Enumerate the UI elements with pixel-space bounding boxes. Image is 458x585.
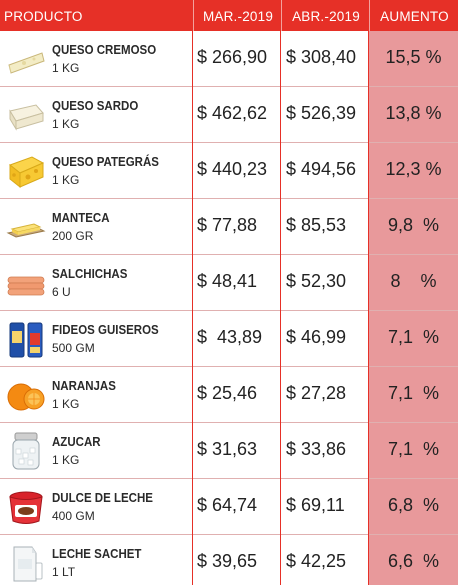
- product-name: QUESO SARDO: [52, 99, 139, 113]
- price-mar: $ 77,88: [197, 215, 258, 235]
- product-unit: 400 GM: [52, 509, 95, 523]
- increase-percent: 15,5 %: [385, 47, 442, 67]
- cheese-wedge-icon: [8, 52, 45, 74]
- product-name: NARANJAS: [52, 379, 116, 393]
- orange-icon: [7, 383, 45, 411]
- row-divider: [0, 142, 458, 143]
- row-divider: [0, 478, 458, 479]
- price-mar: $ 43,89: [197, 327, 263, 347]
- table-row: MANTECA 200 GR $ 77,88 $ 85,53 9,8 %: [0, 199, 458, 255]
- product-name: QUESO PATEGRÁS: [52, 155, 159, 169]
- increase-percent: 12,3 %: [385, 159, 442, 179]
- sausage-icon: [7, 276, 45, 296]
- product-unit: 6 U: [52, 285, 71, 299]
- row-divider: [0, 422, 458, 423]
- dulce-de-leche-icon: [9, 491, 43, 524]
- sugar-jar-icon: [12, 432, 40, 470]
- product-unit: 1 KG: [52, 117, 80, 131]
- increase-percent: 8 %: [390, 271, 437, 291]
- price-abr: $ 308,40: [286, 47, 357, 67]
- increase-percent: 9,8 %: [387, 215, 440, 235]
- milk-sachet-icon: [13, 546, 43, 582]
- table-row: SALCHICHAS 6 U $ 48,41 $ 52,30 8 %: [0, 255, 458, 311]
- price-mar: $ 25,46: [197, 383, 258, 403]
- price-abr: $ 27,28: [286, 383, 347, 403]
- product-name: DULCE DE LECHE: [52, 491, 153, 505]
- product-unit: 1 KG: [52, 397, 80, 411]
- increase-percent: 7,1 %: [387, 327, 440, 347]
- product-name: MANTECA: [52, 211, 110, 225]
- increase-percent: 6,8 %: [387, 495, 440, 515]
- price-mar: $ 266,90: [197, 47, 268, 67]
- product-name: LECHE SACHET: [52, 547, 142, 561]
- row-divider: [0, 86, 458, 87]
- product-unit: 1 KG: [52, 453, 80, 467]
- price-abr: $ 526,39: [286, 103, 357, 123]
- table-row: FIDEOS GUISEROS 500 GM $ 43,89 $ 46,99 7…: [0, 311, 458, 367]
- row-divider: [0, 198, 458, 199]
- table-row: LECHE SACHET 1 LT $ 39,65 $ 42,25 6,6 %: [0, 535, 458, 585]
- pasta-pack-icon: [9, 322, 43, 358]
- table-row: QUESO CREMOSO 1 KG $ 266,90 $ 308,40 15,…: [0, 31, 458, 87]
- product-name: QUESO CREMOSO: [52, 43, 157, 57]
- price-mar: $ 64,74: [197, 495, 258, 515]
- table-row: NARANJAS 1 KG $ 25,46 $ 27,28 7,1 %: [0, 367, 458, 423]
- increase-percent: 7,1 %: [387, 383, 440, 403]
- product-unit: 1 KG: [52, 173, 80, 187]
- price-abr: $ 33,86: [286, 439, 347, 459]
- table-row: DULCE DE LECHE 400 GM $ 64,74 $ 69,11 6,…: [0, 479, 458, 535]
- increase-percent: 6,6 %: [387, 551, 440, 571]
- table-row: QUESO SARDO 1 KG $ 462,62 $ 526,39 13,8 …: [0, 87, 458, 143]
- product-unit: 1 KG: [52, 61, 80, 75]
- column-divider: [192, 31, 193, 585]
- aumento-column-bg: [369, 31, 458, 585]
- row-divider: [0, 534, 458, 535]
- column-divider: [368, 31, 369, 585]
- cheese-block-icon: [9, 104, 44, 131]
- row-divider: [0, 366, 458, 367]
- cheese-holes-icon: [8, 156, 45, 189]
- increase-percent: 13,8 %: [385, 103, 442, 123]
- price-mar: $ 48,41: [197, 271, 258, 291]
- product-unit: 500 GM: [52, 341, 95, 355]
- product-unit: 1 LT: [52, 565, 76, 579]
- price-abr: $ 69,11: [286, 495, 345, 515]
- price-abr: $ 42,25: [286, 551, 347, 571]
- header-mar-2019: MAR.-2019: [193, 0, 282, 31]
- header-producto: PRODUCTO: [4, 9, 83, 24]
- table-header: PRODUCTO MAR.-2019 ABR.-2019 AUMENTO: [0, 0, 458, 31]
- product-name: AZUCAR: [52, 435, 101, 449]
- row-divider: [0, 254, 458, 255]
- row-divider: [0, 310, 458, 311]
- product-name: FIDEOS GUISEROS: [52, 323, 159, 337]
- price-mar: $ 462,62: [197, 103, 268, 123]
- table-row: QUESO PATEGRÁS 1 KG $ 440,23 $ 494,56 12…: [0, 143, 458, 199]
- header-abr-2019: ABR.-2019: [281, 0, 370, 31]
- column-divider: [280, 31, 281, 585]
- price-abr: $ 494,56: [286, 159, 357, 179]
- table-row: AZUCAR 1 KG $ 31,63 $ 33,86 7,1 %: [0, 423, 458, 479]
- price-mar: $ 39,65: [197, 551, 258, 571]
- price-mar: $ 440,23: [197, 159, 268, 179]
- product-unit: 200 GR: [52, 229, 94, 243]
- price-abr: $ 52,30: [286, 271, 347, 291]
- product-name: SALCHICHAS: [52, 267, 128, 281]
- price-abr: $ 46,99: [286, 327, 347, 347]
- increase-percent: 7,1 %: [387, 439, 440, 459]
- price-mar: $ 31,63: [197, 439, 258, 459]
- header-aumento: AUMENTO: [369, 0, 458, 31]
- price-abr: $ 85,53: [286, 215, 347, 235]
- butter-icon: [6, 223, 46, 238]
